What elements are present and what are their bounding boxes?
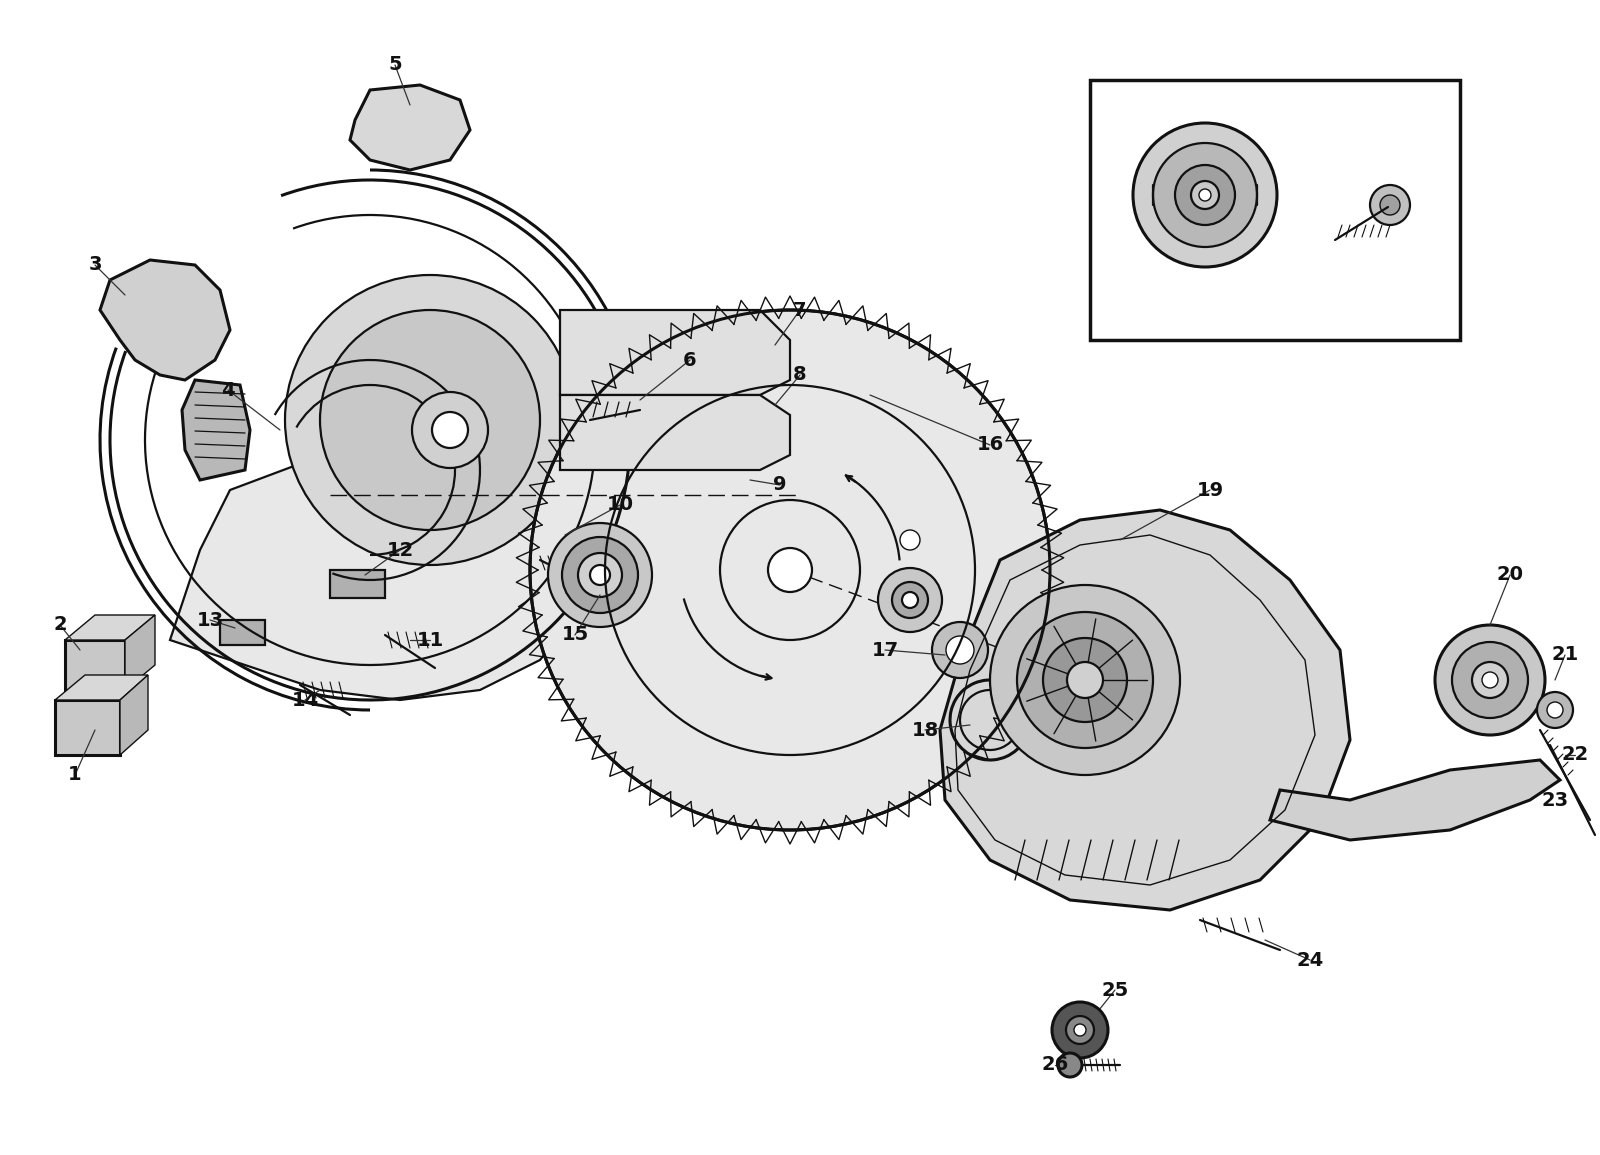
Polygon shape — [1270, 760, 1560, 840]
Circle shape — [1154, 143, 1258, 247]
Circle shape — [768, 547, 813, 593]
Text: 5: 5 — [389, 55, 402, 75]
Bar — [1090, 80, 1459, 340]
Text: 6: 6 — [683, 350, 698, 370]
Text: 20: 20 — [1496, 566, 1523, 584]
Circle shape — [1435, 625, 1546, 735]
Circle shape — [590, 565, 610, 584]
Circle shape — [1547, 702, 1563, 718]
Text: 28: 28 — [1141, 270, 1168, 290]
Text: 22: 22 — [1562, 745, 1589, 765]
Circle shape — [1472, 662, 1507, 698]
Text: 18: 18 — [912, 721, 939, 739]
Circle shape — [285, 275, 574, 565]
Polygon shape — [560, 310, 790, 395]
Text: 9: 9 — [773, 476, 787, 494]
Text: 23: 23 — [1541, 790, 1568, 810]
Circle shape — [990, 584, 1181, 775]
Circle shape — [1453, 642, 1528, 718]
Text: 19: 19 — [1197, 480, 1224, 499]
Circle shape — [946, 636, 974, 664]
Polygon shape — [350, 85, 470, 170]
Polygon shape — [54, 700, 120, 755]
Text: 2: 2 — [53, 616, 67, 634]
Circle shape — [902, 593, 918, 608]
Circle shape — [413, 392, 488, 468]
Circle shape — [1053, 1003, 1107, 1058]
Circle shape — [1043, 638, 1126, 722]
Circle shape — [1538, 692, 1573, 728]
Circle shape — [1379, 195, 1400, 215]
Text: 3: 3 — [88, 255, 102, 275]
Text: 15: 15 — [562, 626, 589, 644]
Circle shape — [578, 553, 622, 597]
Text: 17: 17 — [872, 641, 899, 660]
Text: 16: 16 — [976, 435, 1003, 455]
Text: 11: 11 — [416, 631, 443, 649]
Circle shape — [1074, 1024, 1086, 1036]
Circle shape — [878, 568, 942, 632]
Text: 14: 14 — [291, 691, 318, 709]
Text: 21: 21 — [1552, 646, 1579, 664]
Polygon shape — [66, 614, 155, 640]
Circle shape — [1370, 185, 1410, 225]
Text: 7: 7 — [794, 300, 806, 320]
Circle shape — [562, 537, 638, 613]
Polygon shape — [99, 260, 230, 380]
Polygon shape — [54, 675, 147, 700]
Circle shape — [530, 310, 1050, 830]
Text: 26: 26 — [1042, 1056, 1069, 1074]
Circle shape — [1066, 1016, 1094, 1044]
Circle shape — [1133, 122, 1277, 267]
Circle shape — [1067, 662, 1102, 698]
Circle shape — [1174, 165, 1235, 225]
Circle shape — [1058, 1053, 1082, 1076]
Text: 12: 12 — [386, 541, 414, 559]
Polygon shape — [170, 450, 590, 700]
Text: 24: 24 — [1296, 951, 1323, 969]
Polygon shape — [125, 614, 155, 690]
Text: 1: 1 — [69, 766, 82, 784]
Bar — [221, 620, 266, 644]
Text: 27: 27 — [1406, 261, 1434, 280]
Circle shape — [1482, 672, 1498, 688]
Polygon shape — [560, 395, 790, 470]
Bar — [330, 571, 386, 598]
Polygon shape — [182, 380, 250, 480]
Polygon shape — [66, 640, 125, 690]
Circle shape — [893, 582, 928, 618]
Text: 13: 13 — [197, 611, 224, 629]
Circle shape — [899, 530, 920, 550]
Polygon shape — [941, 511, 1350, 910]
Circle shape — [1190, 181, 1219, 209]
Circle shape — [547, 523, 653, 627]
Text: 25: 25 — [1101, 981, 1128, 999]
Circle shape — [1198, 189, 1211, 201]
Circle shape — [1018, 612, 1154, 748]
Text: 4: 4 — [221, 380, 235, 400]
Circle shape — [432, 412, 467, 448]
Circle shape — [320, 310, 541, 530]
Text: 10: 10 — [606, 495, 634, 514]
Polygon shape — [120, 675, 147, 755]
Circle shape — [931, 623, 989, 678]
Text: 8: 8 — [794, 365, 806, 385]
